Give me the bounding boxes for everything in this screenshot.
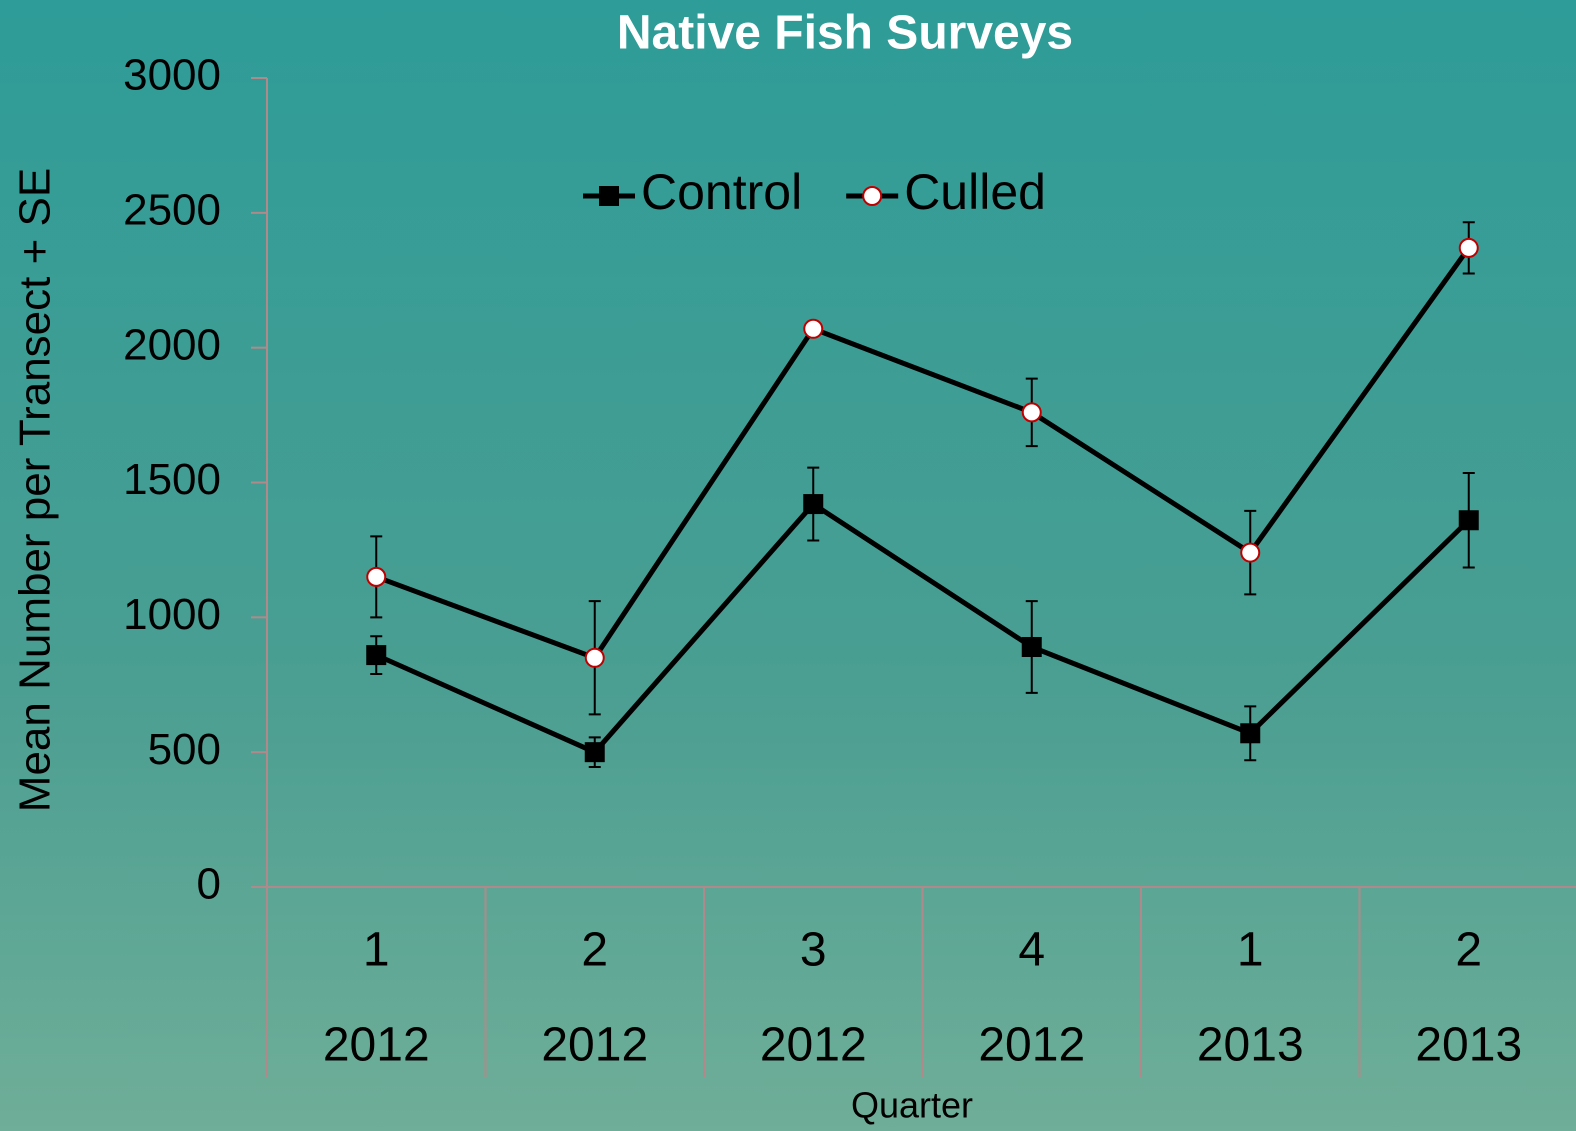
x-tick-label: 1 [363, 924, 390, 977]
x-group-label: 2013 [1197, 1019, 1304, 1072]
chart: Native Fish Surveys Mean Number per Tran… [0, 0, 1576, 1131]
y-axis-title: Mean Number per Transect + SE [11, 168, 60, 812]
y-tick-label: 3000 [123, 51, 221, 100]
legend-label: Control [641, 164, 802, 220]
x-tick-label: 2 [1455, 924, 1482, 977]
y-tick-label: 2000 [123, 320, 221, 369]
x-group-label: 2013 [1415, 1019, 1522, 1072]
x-group-label: 2012 [323, 1019, 430, 1072]
data-point [1023, 403, 1041, 421]
x-tick-label: 3 [800, 924, 827, 977]
data-point [1460, 239, 1478, 257]
data-point [367, 568, 385, 586]
x-group-label: 2012 [760, 1019, 867, 1072]
x-group-label: 2012 [541, 1019, 648, 1072]
data-point [1240, 723, 1260, 743]
data-point [585, 742, 605, 762]
x-tick-label: 1 [1237, 924, 1264, 977]
data-point [1459, 510, 1479, 530]
y-tick-label: 1500 [123, 455, 221, 504]
data-point [1241, 544, 1259, 562]
y-tick-label: 1000 [123, 590, 221, 639]
x-tick-label: 2 [581, 924, 608, 977]
x-axis-title: Quarter [851, 1085, 973, 1126]
chart-title: Native Fish Surveys [617, 7, 1073, 60]
y-tick-label: 500 [148, 725, 221, 774]
data-point [803, 494, 823, 514]
data-point [366, 645, 386, 665]
x-group-label: 2012 [978, 1019, 1085, 1072]
legend-label: Culled [904, 164, 1046, 220]
data-point [1022, 637, 1042, 657]
legend-marker [599, 186, 619, 206]
data-point [586, 649, 604, 667]
y-tick-label: 2500 [123, 185, 221, 234]
y-tick-label: 0 [197, 860, 221, 909]
data-point [804, 320, 822, 338]
legend-marker [863, 187, 881, 205]
x-tick-label: 4 [1018, 924, 1045, 977]
